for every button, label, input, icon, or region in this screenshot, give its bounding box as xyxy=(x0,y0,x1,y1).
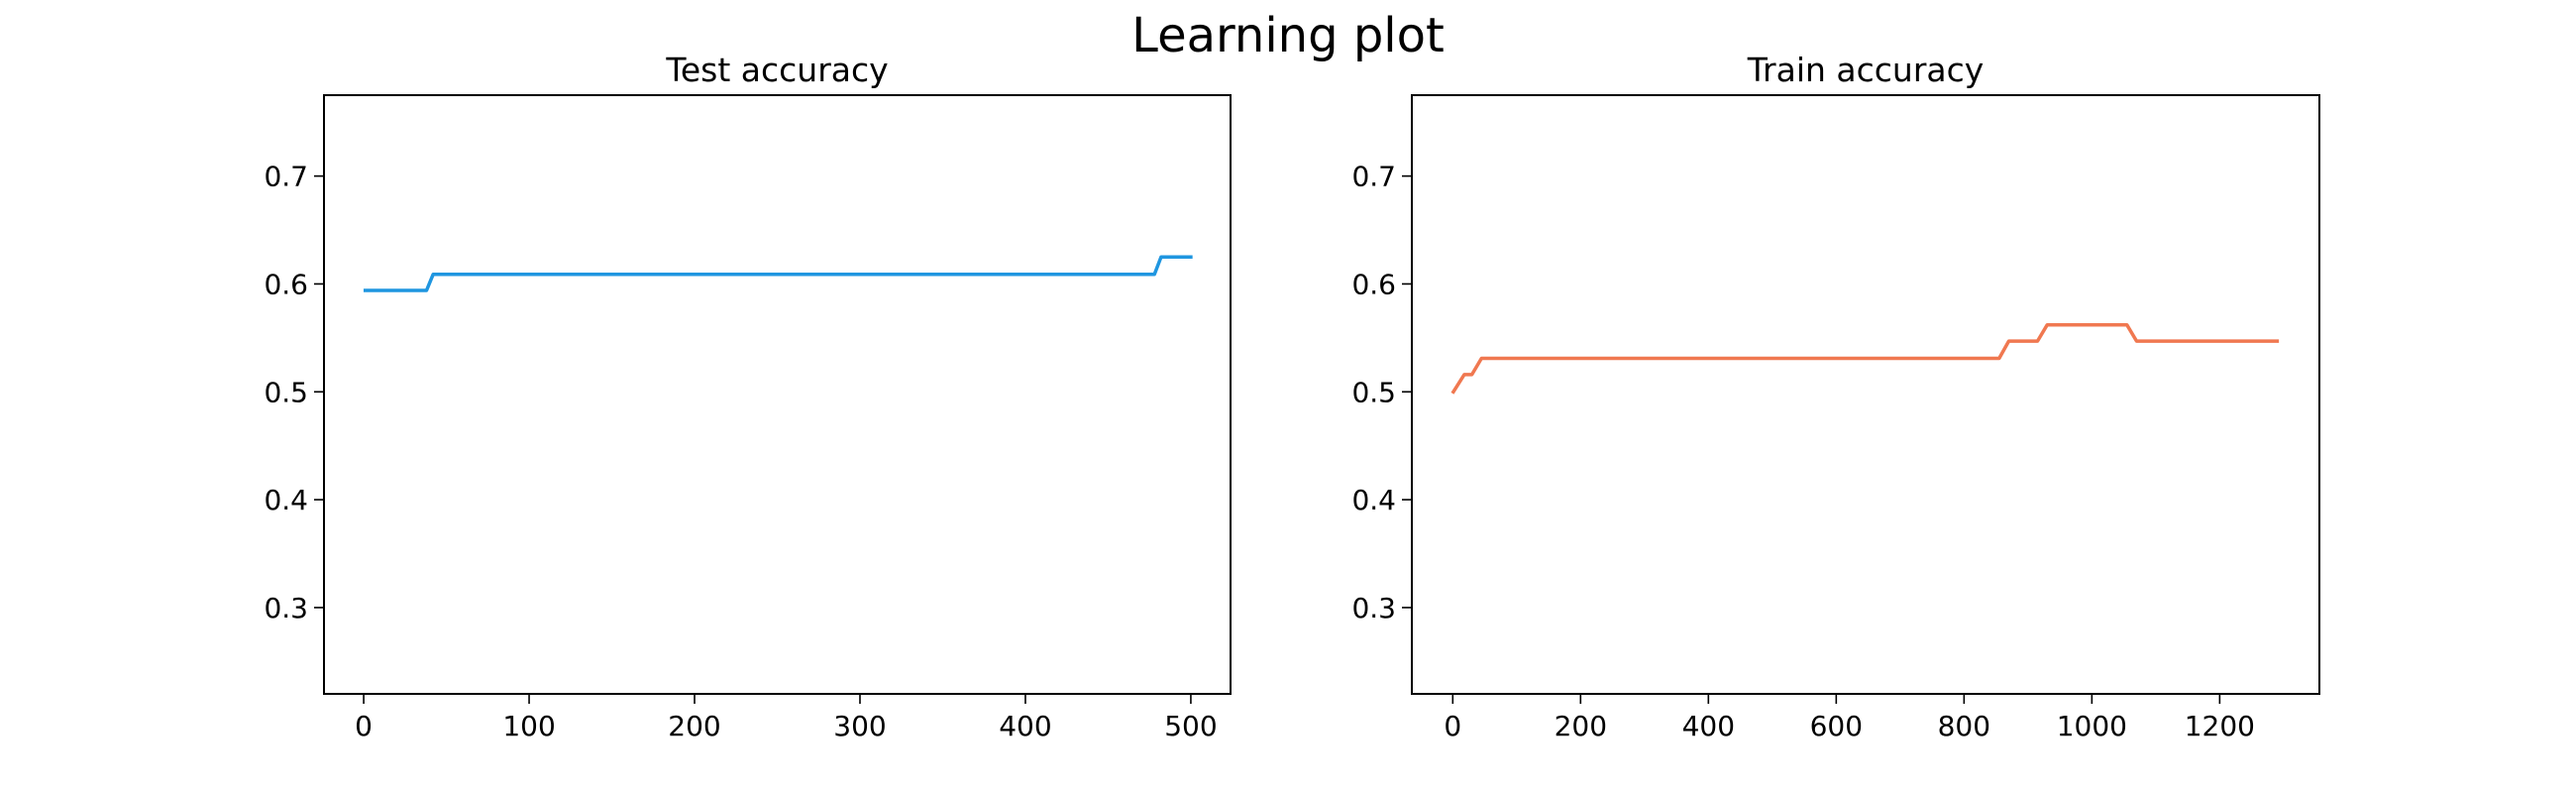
test-x-tick-label: 200 xyxy=(668,710,720,742)
test-y-tick-label: 0.4 xyxy=(264,484,308,516)
test-x-tick-label: 400 xyxy=(999,710,1051,742)
train-y-tick-label: 0.4 xyxy=(1351,484,1396,516)
test-x-tick-label: 0 xyxy=(355,710,373,742)
train-x-tick-label: 800 xyxy=(1938,710,1990,742)
train-x-tick-label: 200 xyxy=(1555,710,1607,742)
train-x-tick-label: 1000 xyxy=(2057,710,2127,742)
test-accuracy-panel: Test accuracy 0 100 200 300 400 500 0.3 0.4 0.5 0.… xyxy=(264,51,1232,742)
train-accuracy-panel: Train accuracy 0 200 400 600 800 1000 1200 0.3 0.… xyxy=(1351,51,2320,742)
train-accuracy-line xyxy=(1450,323,2280,395)
test-x-tick-label: 500 xyxy=(1164,710,1217,742)
train-y-tick-label: 0.7 xyxy=(1351,161,1396,193)
train-y-tick-label: 0.3 xyxy=(1351,592,1396,624)
train-x-tick-label: 600 xyxy=(1810,710,1863,742)
test-y-tick-label: 0.6 xyxy=(264,268,308,300)
train-x-tick-label: 400 xyxy=(1682,710,1735,742)
test-panel-title: Test accuracy xyxy=(665,51,888,89)
train-x-tick-label: 1200 xyxy=(2185,710,2255,742)
test-x-tick-label: 100 xyxy=(502,710,555,742)
train-x-tick-label: 0 xyxy=(1444,710,1461,742)
train-panel-title: Train accuracy xyxy=(1747,51,1985,89)
test-y-tick-label: 0.5 xyxy=(264,376,308,408)
test-accuracy-line xyxy=(363,255,1193,292)
train-y-tick-label: 0.5 xyxy=(1351,376,1396,408)
test-y-tick-label: 0.3 xyxy=(264,592,308,624)
train-axes-frame xyxy=(1411,94,2320,695)
test-x-tick-label: 300 xyxy=(833,710,886,742)
test-y-tick-label: 0.7 xyxy=(264,161,308,193)
test-axes-frame xyxy=(323,94,1232,695)
train-y-tick-label: 0.6 xyxy=(1351,268,1396,300)
figure-title: Learning plot xyxy=(1131,8,1445,63)
